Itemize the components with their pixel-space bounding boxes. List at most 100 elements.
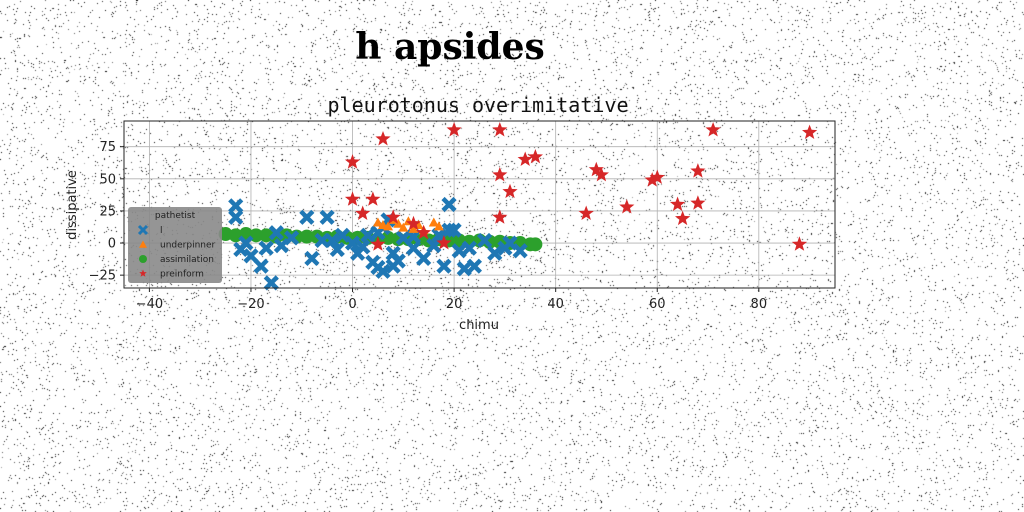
data-point-preinform xyxy=(517,151,533,166)
data-point-assimilation xyxy=(299,229,314,244)
data-point-preinform xyxy=(802,124,818,139)
data-point-underpinner xyxy=(408,223,419,233)
data-point-assimilation xyxy=(528,237,543,252)
y-tick-label: 0 xyxy=(108,237,116,252)
y-tick-label: 50 xyxy=(99,172,116,187)
data-point-preinform xyxy=(492,167,508,182)
plot-frame xyxy=(123,120,836,289)
data-point-l xyxy=(243,248,259,264)
data-point-l xyxy=(416,250,432,267)
data-point-underpinner xyxy=(398,222,409,232)
data-point-preinform xyxy=(644,172,660,187)
data-point-l xyxy=(238,235,254,251)
data-point-l xyxy=(512,243,528,259)
legend: pathetist l underpinner assimilation preinf… xyxy=(128,207,222,283)
data-point-assimilation xyxy=(259,228,274,243)
data-point-underpinner xyxy=(428,217,439,227)
legend-entries: l underpinner assimilation preinform xyxy=(137,224,216,280)
data-point-preinform xyxy=(588,161,604,177)
data-point-l xyxy=(284,230,300,246)
x-axis-label: chimu xyxy=(459,318,499,333)
x-tick-label: −20 xyxy=(237,297,264,312)
x-tick-label: 20 xyxy=(446,297,463,312)
x-tick-label: 60 xyxy=(649,297,666,312)
legend-label: preinform xyxy=(160,270,204,280)
data-point-l xyxy=(451,243,467,259)
legend-marker-preinform xyxy=(139,269,147,277)
data-point-l xyxy=(253,258,269,274)
data-point-l xyxy=(466,258,483,274)
data-point-l xyxy=(441,222,457,238)
data-point-preinform xyxy=(365,191,381,206)
data-point-underpinner xyxy=(372,217,383,227)
legend-marker-underpinner xyxy=(139,240,147,248)
data-point-preinform xyxy=(527,149,543,164)
x-tick-label: 40 xyxy=(547,297,564,312)
legend-marker-assimilation xyxy=(139,255,147,263)
legend-label: assimilation xyxy=(160,255,214,265)
grid xyxy=(124,121,835,288)
data-point-preinform xyxy=(370,236,386,251)
data-point-preinform xyxy=(502,183,518,199)
x-tick-label: 80 xyxy=(751,297,768,312)
data-point-l xyxy=(456,261,472,277)
data-point-assimilation xyxy=(381,230,396,245)
data-point-l xyxy=(476,232,493,249)
data-point-preinform xyxy=(690,163,706,178)
y-tick-label: 75 xyxy=(99,140,116,155)
data-point-preinform xyxy=(670,196,686,211)
data-point-underpinner xyxy=(383,221,394,231)
data-point-l xyxy=(319,209,335,225)
data-point-assimilation xyxy=(218,227,233,242)
data-point-l xyxy=(461,240,477,256)
legend-title: pathetist xyxy=(155,211,196,221)
data-point-preinform xyxy=(436,235,452,250)
data-point-l xyxy=(487,245,503,261)
data-point-preinform xyxy=(344,191,361,206)
data-point-l xyxy=(268,225,284,241)
data-point-preinform xyxy=(791,236,808,251)
legend-marker-l xyxy=(137,224,149,236)
axis-ticks: −40 −20 0 20 40 60 80 −25 0 25 50 75 xyxy=(89,140,768,312)
y-tick-label: −25 xyxy=(89,269,116,284)
data-point-preinform xyxy=(705,122,721,137)
data-point-preinform xyxy=(344,154,361,169)
data-point-underpinner xyxy=(393,218,404,228)
data-point-l xyxy=(360,227,376,243)
data-point-l xyxy=(436,258,452,274)
data-point-preinform xyxy=(619,199,635,214)
data-point-l xyxy=(344,235,361,251)
data-point-preinform xyxy=(578,205,594,220)
x-tick-label: 0 xyxy=(348,297,356,312)
data-marks xyxy=(218,122,818,291)
data-point-preinform xyxy=(355,205,371,220)
data-point-preinform xyxy=(492,209,508,224)
data-point-preinform xyxy=(492,122,508,137)
data-point-preinform xyxy=(649,169,665,184)
data-point-preinform xyxy=(375,131,391,146)
data-point-preinform xyxy=(690,195,706,210)
data-point-preinform xyxy=(405,215,422,231)
figure-suptitle: h apsides xyxy=(355,26,545,68)
data-point-preinform xyxy=(446,122,462,137)
data-point-preinform xyxy=(416,224,432,240)
data-point-underpinner xyxy=(433,221,444,231)
legend-box xyxy=(128,207,222,283)
data-point-l xyxy=(263,275,279,291)
data-point-l xyxy=(405,240,422,256)
data-point-l xyxy=(228,198,244,214)
data-point-l xyxy=(385,245,401,261)
x-tick-label: −40 xyxy=(136,297,163,312)
data-point-l xyxy=(355,239,371,255)
data-point-l xyxy=(258,240,274,256)
chart-title: pleurotonus overimitative xyxy=(327,93,628,117)
y-axis-label: dissipative xyxy=(65,170,80,240)
data-point-preinform xyxy=(385,209,401,224)
data-point-l xyxy=(329,241,345,258)
data-point-l xyxy=(314,232,330,249)
data-point-l xyxy=(228,209,244,225)
data-point-l xyxy=(304,250,320,267)
data-point-preinform xyxy=(675,210,691,226)
legend-label: l xyxy=(160,226,163,236)
